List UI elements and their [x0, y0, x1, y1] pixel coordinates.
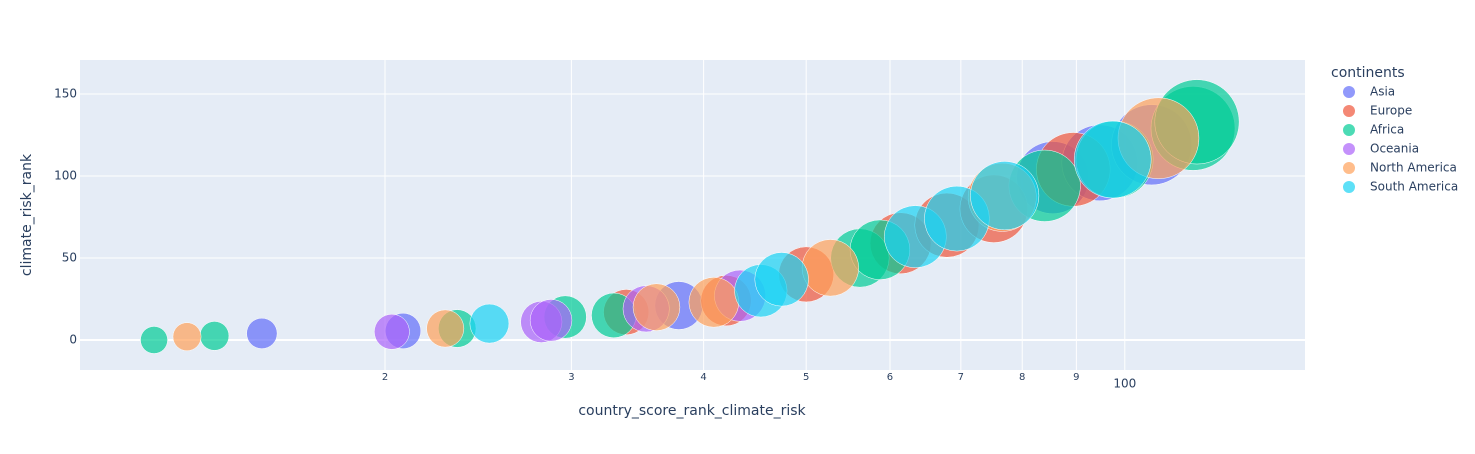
bubble — [801, 239, 859, 297]
legend-title: continents — [1331, 65, 1405, 81]
bubble — [1073, 120, 1152, 199]
bubble — [246, 317, 278, 349]
bubble — [426, 309, 465, 348]
x-axis-title: country_score_rank_climate_risk — [578, 403, 806, 419]
x-tick-label: 3 — [568, 372, 574, 383]
bubble — [469, 303, 510, 344]
legend-label: Europe — [1370, 104, 1412, 118]
x-tick-label: 5 — [803, 372, 809, 383]
legend-swatch — [1343, 143, 1355, 155]
bubble — [688, 277, 740, 328]
legend-label: Oceania — [1370, 142, 1419, 156]
legend-swatch — [1343, 162, 1355, 174]
y-tick-label: 50 — [62, 250, 77, 264]
x-tick-label: 100 — [1113, 377, 1136, 391]
legend-swatch — [1343, 181, 1355, 193]
x-tick-label: 2 — [382, 372, 388, 383]
x-tick-label: 4 — [700, 372, 706, 383]
bubble — [529, 299, 573, 342]
y-axis-title: climate_risk_rank — [19, 153, 35, 276]
marks — [140, 79, 1240, 354]
legend: Asia Europe Africa Oceania North America Sout… — [1343, 85, 1458, 194]
x-tick-label: 8 — [1019, 372, 1025, 383]
legend-label: North America — [1370, 161, 1457, 175]
legend-label: Asia — [1370, 85, 1395, 99]
legend-label: Africa — [1370, 123, 1404, 137]
bubble — [754, 252, 809, 307]
bubble — [374, 313, 410, 350]
bubble — [199, 321, 230, 351]
legend-swatch — [1343, 86, 1355, 98]
legend-swatch — [1343, 105, 1355, 117]
legend-label: South America — [1370, 180, 1458, 194]
y-tick-label: 0 — [69, 332, 77, 346]
bubble — [140, 326, 168, 354]
x-tick-label: 6 — [887, 372, 893, 383]
x-tick-label: 9 — [1073, 372, 1079, 383]
bubble — [172, 322, 202, 352]
legend-swatch — [1343, 124, 1355, 136]
y-tick-label: 150 — [54, 86, 77, 100]
y-tick-label: 100 — [54, 168, 77, 182]
bubble — [632, 283, 681, 331]
x-tick-label: 7 — [958, 372, 964, 383]
bubble — [970, 161, 1040, 231]
